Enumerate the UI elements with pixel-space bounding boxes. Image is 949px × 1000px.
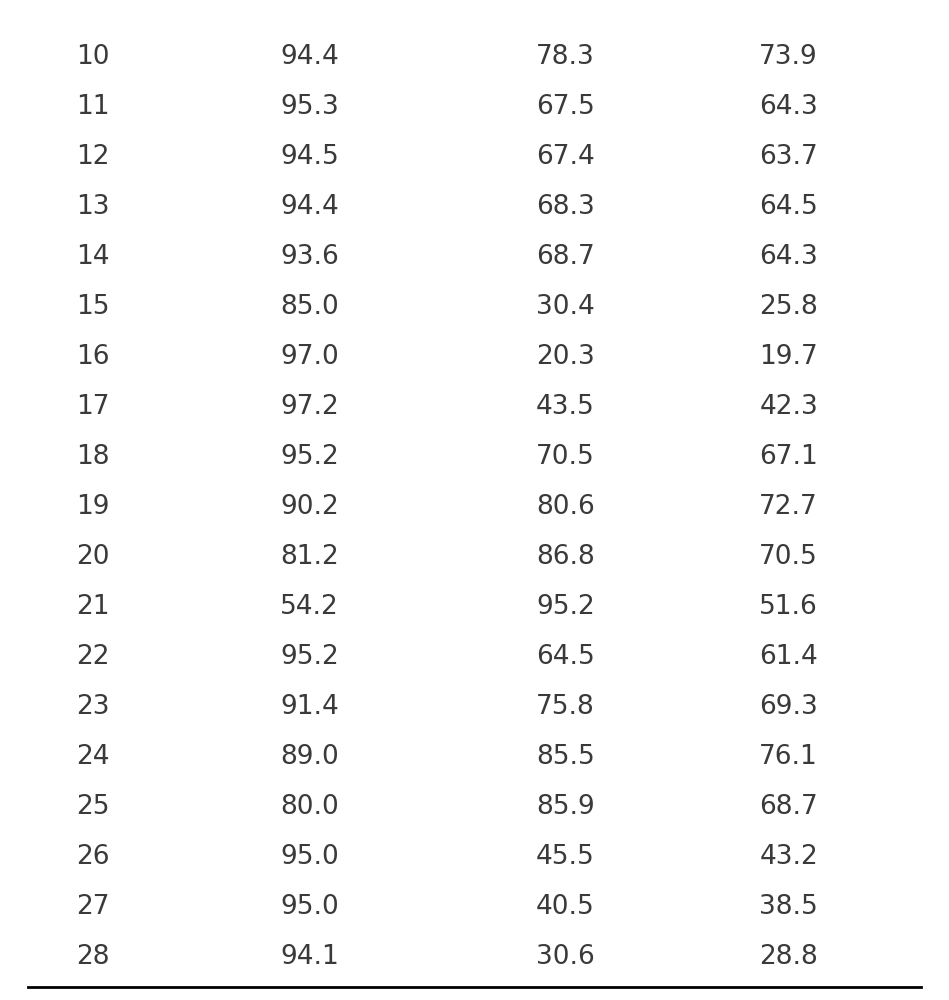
Text: 97.2: 97.2: [280, 394, 339, 420]
Text: 43.2: 43.2: [759, 844, 818, 870]
Text: 67.5: 67.5: [536, 94, 595, 120]
Text: 14: 14: [76, 244, 109, 270]
Text: 30.6: 30.6: [536, 944, 595, 970]
Text: 68.7: 68.7: [759, 794, 818, 820]
Text: 95.0: 95.0: [280, 844, 339, 870]
Text: 45.5: 45.5: [536, 844, 595, 870]
Text: 89.0: 89.0: [280, 744, 339, 770]
Text: 64.5: 64.5: [536, 644, 595, 670]
Text: 85.9: 85.9: [536, 794, 595, 820]
Text: 90.2: 90.2: [280, 494, 339, 520]
Text: 67.1: 67.1: [759, 444, 818, 470]
Text: 23: 23: [76, 694, 109, 720]
Text: 68.3: 68.3: [536, 194, 595, 220]
Text: 95.2: 95.2: [280, 444, 339, 470]
Text: 63.7: 63.7: [759, 144, 818, 170]
Text: 64.3: 64.3: [759, 94, 818, 120]
Text: 70.5: 70.5: [759, 544, 818, 570]
Text: 95.3: 95.3: [280, 94, 339, 120]
Text: 28.8: 28.8: [759, 944, 818, 970]
Text: 13: 13: [76, 194, 109, 220]
Text: 19: 19: [76, 494, 109, 520]
Text: 93.6: 93.6: [280, 244, 339, 270]
Text: 85.5: 85.5: [536, 744, 595, 770]
Text: 38.5: 38.5: [759, 894, 818, 920]
Text: 91.4: 91.4: [280, 694, 339, 720]
Text: 20: 20: [76, 544, 109, 570]
Text: 68.7: 68.7: [536, 244, 595, 270]
Text: 51.6: 51.6: [759, 594, 818, 620]
Text: 43.5: 43.5: [536, 394, 595, 420]
Text: 61.4: 61.4: [759, 644, 818, 670]
Text: 69.3: 69.3: [759, 694, 818, 720]
Text: 70.5: 70.5: [536, 444, 595, 470]
Text: 42.3: 42.3: [759, 394, 818, 420]
Text: 94.4: 94.4: [280, 194, 339, 220]
Text: 22: 22: [76, 644, 109, 670]
Text: 26: 26: [76, 844, 109, 870]
Text: 17: 17: [76, 394, 109, 420]
Text: 94.5: 94.5: [280, 144, 339, 170]
Text: 78.3: 78.3: [536, 44, 595, 70]
Text: 24: 24: [76, 744, 109, 770]
Text: 94.1: 94.1: [280, 944, 339, 970]
Text: 27: 27: [76, 894, 109, 920]
Text: 20.3: 20.3: [536, 344, 595, 370]
Text: 81.2: 81.2: [280, 544, 339, 570]
Text: 76.1: 76.1: [759, 744, 818, 770]
Text: 95.0: 95.0: [280, 894, 339, 920]
Text: 67.4: 67.4: [536, 144, 595, 170]
Text: 75.8: 75.8: [536, 694, 595, 720]
Text: 16: 16: [76, 344, 109, 370]
Text: 19.7: 19.7: [759, 344, 818, 370]
Text: 25: 25: [76, 794, 109, 820]
Text: 97.0: 97.0: [280, 344, 339, 370]
Text: 21: 21: [76, 594, 109, 620]
Text: 40.5: 40.5: [536, 894, 595, 920]
Text: 73.9: 73.9: [759, 44, 818, 70]
Text: 85.0: 85.0: [280, 294, 339, 320]
Text: 72.7: 72.7: [759, 494, 818, 520]
Text: 94.4: 94.4: [280, 44, 339, 70]
Text: 12: 12: [76, 144, 109, 170]
Text: 64.5: 64.5: [759, 194, 818, 220]
Text: 18: 18: [76, 444, 109, 470]
Text: 54.2: 54.2: [280, 594, 339, 620]
Text: 28: 28: [76, 944, 109, 970]
Text: 95.2: 95.2: [280, 644, 339, 670]
Text: 95.2: 95.2: [536, 594, 595, 620]
Text: 30.4: 30.4: [536, 294, 595, 320]
Text: 15: 15: [76, 294, 109, 320]
Text: 25.8: 25.8: [759, 294, 818, 320]
Text: 11: 11: [76, 94, 109, 120]
Text: 80.0: 80.0: [280, 794, 339, 820]
Text: 80.6: 80.6: [536, 494, 595, 520]
Text: 86.8: 86.8: [536, 544, 595, 570]
Text: 10: 10: [76, 44, 109, 70]
Text: 64.3: 64.3: [759, 244, 818, 270]
